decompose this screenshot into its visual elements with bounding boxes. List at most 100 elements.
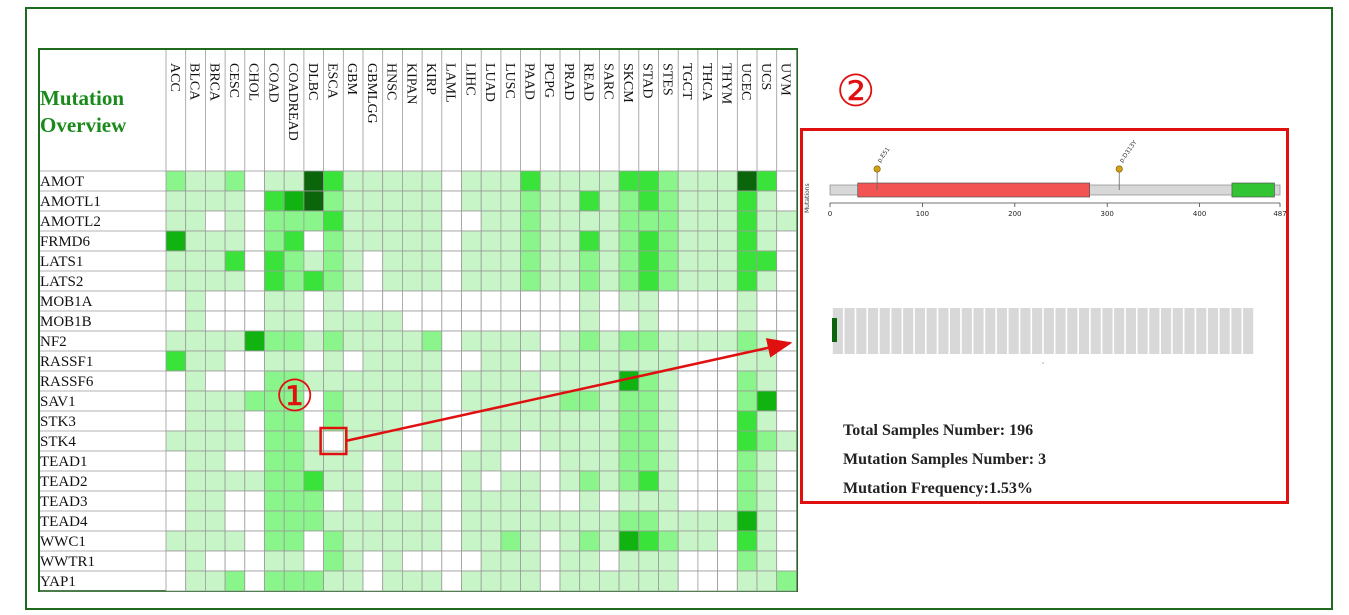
axis-tick-label: 300 (1101, 210, 1114, 218)
column-label: SARC (600, 63, 615, 100)
sample-block (867, 308, 879, 354)
column-label: STAD (640, 63, 655, 98)
axis-tick-label: 400 (1193, 210, 1206, 218)
sample-block (1219, 308, 1230, 354)
row-label: TEAD4 (40, 514, 88, 530)
mutated-sample-block (832, 318, 837, 342)
axis-tick-label: 0 (828, 210, 832, 218)
sample-block (961, 308, 972, 354)
column-label: GBMLGG (364, 63, 379, 124)
row-label: TEAD2 (40, 474, 88, 490)
sample-block (1067, 308, 1078, 354)
mutation-head (1115, 165, 1123, 173)
row-label: RASSF1 (40, 354, 93, 370)
column-label: SKCM (620, 63, 635, 103)
sample-block (1008, 308, 1019, 354)
row-label: NF2 (40, 334, 67, 350)
sample-block (1114, 308, 1125, 354)
column-label: STES (659, 63, 674, 96)
column-label: THCA (699, 63, 714, 102)
sample-block (914, 308, 925, 354)
row-label: WWC1 (40, 534, 86, 550)
protein-domain (857, 182, 1091, 198)
sample-block (1102, 308, 1113, 354)
sample-block (985, 308, 996, 354)
sample-block (1149, 308, 1160, 354)
row-label: STK4 (40, 434, 76, 450)
axis-tick-label: 487 (1273, 210, 1286, 218)
total-samples-text: Total Samples Number: 196 (843, 422, 1034, 439)
column-label: THYM (718, 63, 733, 105)
sample-block (1161, 308, 1172, 354)
row-label: AMOT (40, 174, 84, 190)
row-label: RASSF6 (40, 374, 94, 390)
column-label: CHOL (246, 63, 261, 101)
sample-block (1078, 308, 1090, 354)
column-label: UCS (758, 63, 773, 90)
column-label: BRCA (206, 63, 221, 102)
sample-block (1090, 308, 1101, 354)
column-label: CESC (226, 63, 241, 98)
sample-block (996, 308, 1008, 354)
column-label: ESCA (324, 63, 339, 100)
column-label: COADREAD (285, 63, 300, 141)
row-label: SAV1 (40, 394, 76, 410)
mutation-head (873, 165, 881, 173)
column-label: BLCA (187, 63, 202, 101)
column-label: KIPAN (403, 63, 418, 105)
sample-block (938, 308, 949, 354)
row-label: TEAD3 (40, 494, 88, 510)
sample-block (1231, 308, 1242, 354)
sample-block (926, 308, 937, 354)
outer-frame (25, 7, 1333, 610)
column-label: PCPG (541, 63, 556, 98)
column-label: ACC (167, 63, 182, 92)
column-label: UVM (778, 63, 793, 96)
row-label: FRMD6 (40, 234, 91, 250)
sample-block (1196, 308, 1207, 354)
sample-block (832, 308, 843, 354)
heatmap-title-line2: Overview (40, 113, 127, 137)
row-label: AMOTL1 (40, 194, 101, 210)
column-label: PRAD (561, 63, 576, 100)
callout-arrow (345, 338, 793, 443)
row-label: YAP1 (40, 574, 76, 590)
column-label: COAD (265, 63, 280, 103)
row-label: MOB1B (40, 314, 92, 330)
protein-domain (1231, 182, 1275, 198)
gene-detail-panel (800, 128, 1289, 504)
column-label: LAML (443, 63, 458, 103)
heatmap-title: Mutation Overview (40, 85, 165, 139)
sample-strip-dot (1042, 362, 1044, 364)
mutation-samples-text: Mutation Samples Number: 3 (843, 451, 1047, 468)
sample-block (1032, 308, 1043, 354)
column-label: LUSC (502, 63, 517, 99)
column-label: LUAD (482, 63, 497, 102)
mutation-frequency-text: Mutation Frequency:1.53% (843, 480, 1033, 497)
sample-block (891, 308, 902, 354)
callout-number-two: ② (836, 67, 876, 116)
sample-block (1137, 308, 1148, 354)
lollipop-y-label: Mutations (804, 183, 811, 213)
sample-block (856, 308, 867, 354)
sample-block (844, 308, 855, 354)
column-label: HNSC (384, 63, 399, 100)
sample-block (1243, 308, 1254, 354)
column-label: PAAD (521, 63, 536, 100)
sample-block (903, 308, 914, 354)
row-label: AMOTL2 (40, 214, 101, 230)
sample-block (1184, 308, 1195, 354)
column-label: READ (581, 63, 596, 101)
sample-block (1207, 308, 1219, 354)
column-label: UCEC (738, 63, 753, 100)
row-label: STK3 (40, 414, 76, 430)
axis-tick-label: 100 (916, 210, 929, 218)
sample-block (1043, 308, 1054, 354)
column-label: LIHC (462, 63, 477, 96)
mutation-stats: Total Samples Number: 196 Mutation Sampl… (843, 420, 1046, 507)
row-label: LATS2 (40, 274, 83, 290)
sample-block (1172, 308, 1183, 354)
